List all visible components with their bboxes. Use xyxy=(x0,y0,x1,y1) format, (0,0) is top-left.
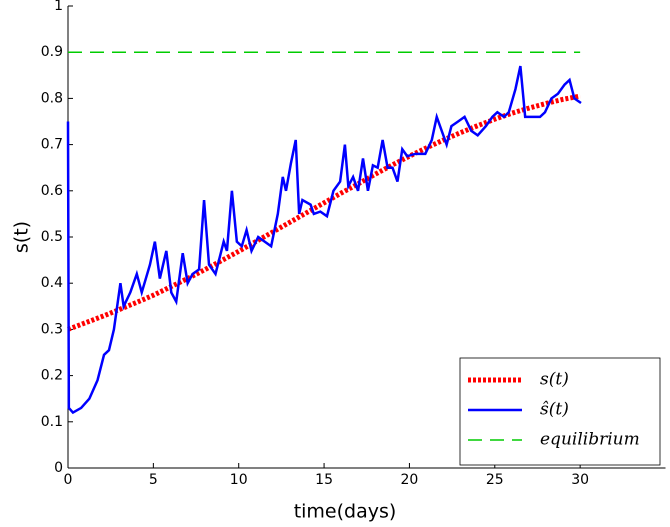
y-tick-label: 0.5 xyxy=(41,229,63,245)
series-line xyxy=(67,93,581,332)
y-tick-label: 0.9 xyxy=(41,44,63,60)
x-tick-label: 25 xyxy=(486,472,504,488)
y-axis-label: s(t) xyxy=(11,221,33,253)
x-tick-label: 10 xyxy=(230,472,248,488)
y-tick-label: 0.2 xyxy=(41,368,63,384)
y-tick-label: 0 xyxy=(54,460,63,476)
x-tick-label: 15 xyxy=(315,472,333,488)
y-tick-label: 0.4 xyxy=(41,275,63,291)
y-tick-label: 0.7 xyxy=(41,137,63,153)
x-axis-label: time(days) xyxy=(294,501,397,523)
y-tick-label: 1 xyxy=(54,0,63,14)
legend-label: s(t) xyxy=(540,370,569,390)
legend-label: equilibrium xyxy=(540,430,640,450)
y-tick-label: 0.8 xyxy=(41,90,63,106)
x-tick-label: 0 xyxy=(64,472,73,488)
x-tick-label: 30 xyxy=(571,472,589,488)
x-tick-label: 5 xyxy=(149,472,158,488)
x-tick-label: 20 xyxy=(401,472,419,488)
legend-label: ŝ(t) xyxy=(540,400,569,420)
legend-box xyxy=(459,357,661,466)
y-tick-label: 0.6 xyxy=(41,183,63,199)
series-line xyxy=(66,65,582,415)
y-tick-label: 0.1 xyxy=(41,414,63,430)
y-tick-label: 0.3 xyxy=(41,321,63,337)
